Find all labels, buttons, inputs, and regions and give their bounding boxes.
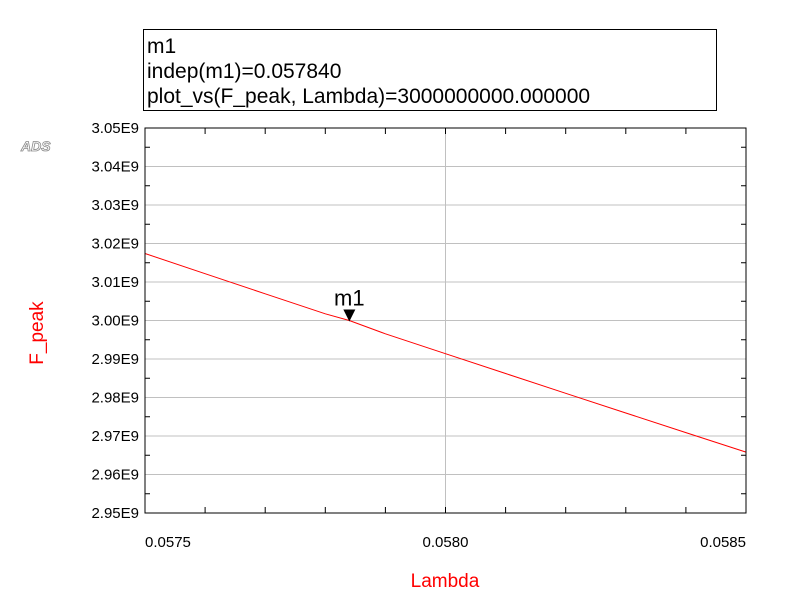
ads-logo: ADS	[20, 138, 51, 154]
plot-frame	[144, 127, 747, 514]
marker-triangle-icon	[343, 309, 356, 322]
x-tick-label: 0.0575	[145, 534, 191, 551]
y-tick-label: 3.02E9	[91, 236, 139, 253]
y-tick-label: 2.95E9	[91, 505, 139, 522]
y-tick-label: 2.97E9	[91, 428, 139, 445]
y-tick-labels: 2.95E9 2.96E9 2.97E9 2.98E9 2.99E9 3.00E9 3.01…	[91, 120, 139, 522]
marker-readout-name: m1	[147, 35, 177, 58]
f-peak-trace	[144, 253, 747, 453]
y-tick-label: 2.98E9	[91, 390, 139, 407]
marker-label: m1	[334, 286, 365, 311]
marker-readout-indep: indep(m1)=0.057840	[147, 60, 342, 83]
grid-lines	[144, 127, 747, 514]
series-layer	[144, 253, 747, 453]
y-tick-label: 3.04E9	[91, 159, 139, 176]
y-tick-label: 3.00E9	[91, 313, 139, 330]
x-tick-labels: 0.0575 0.0580 0.0585	[145, 534, 746, 551]
x-tick-label: 0.0580	[423, 534, 469, 551]
minor-ticks	[145, 128, 746, 513]
x-axis-title: Lambda	[411, 571, 480, 592]
y-tick-label: 3.03E9	[91, 197, 139, 214]
x-tick-label: 0.0585	[700, 534, 746, 551]
y-tick-label: 3.05E9	[91, 120, 139, 137]
y-axis-title: F_peak	[27, 301, 48, 365]
marker-layer: m1	[334, 286, 365, 322]
marker-readout-value: plot_vs(F_peak, Lambda)=3000000000.00000…	[147, 85, 591, 108]
marker-readout-box: m1 indep(m1)=0.057840 plot_vs(F_peak, La…	[143, 29, 717, 111]
y-tick-label: 3.01E9	[91, 274, 139, 291]
y-tick-label: 2.96E9	[91, 467, 139, 484]
y-tick-label: 2.99E9	[91, 351, 139, 368]
